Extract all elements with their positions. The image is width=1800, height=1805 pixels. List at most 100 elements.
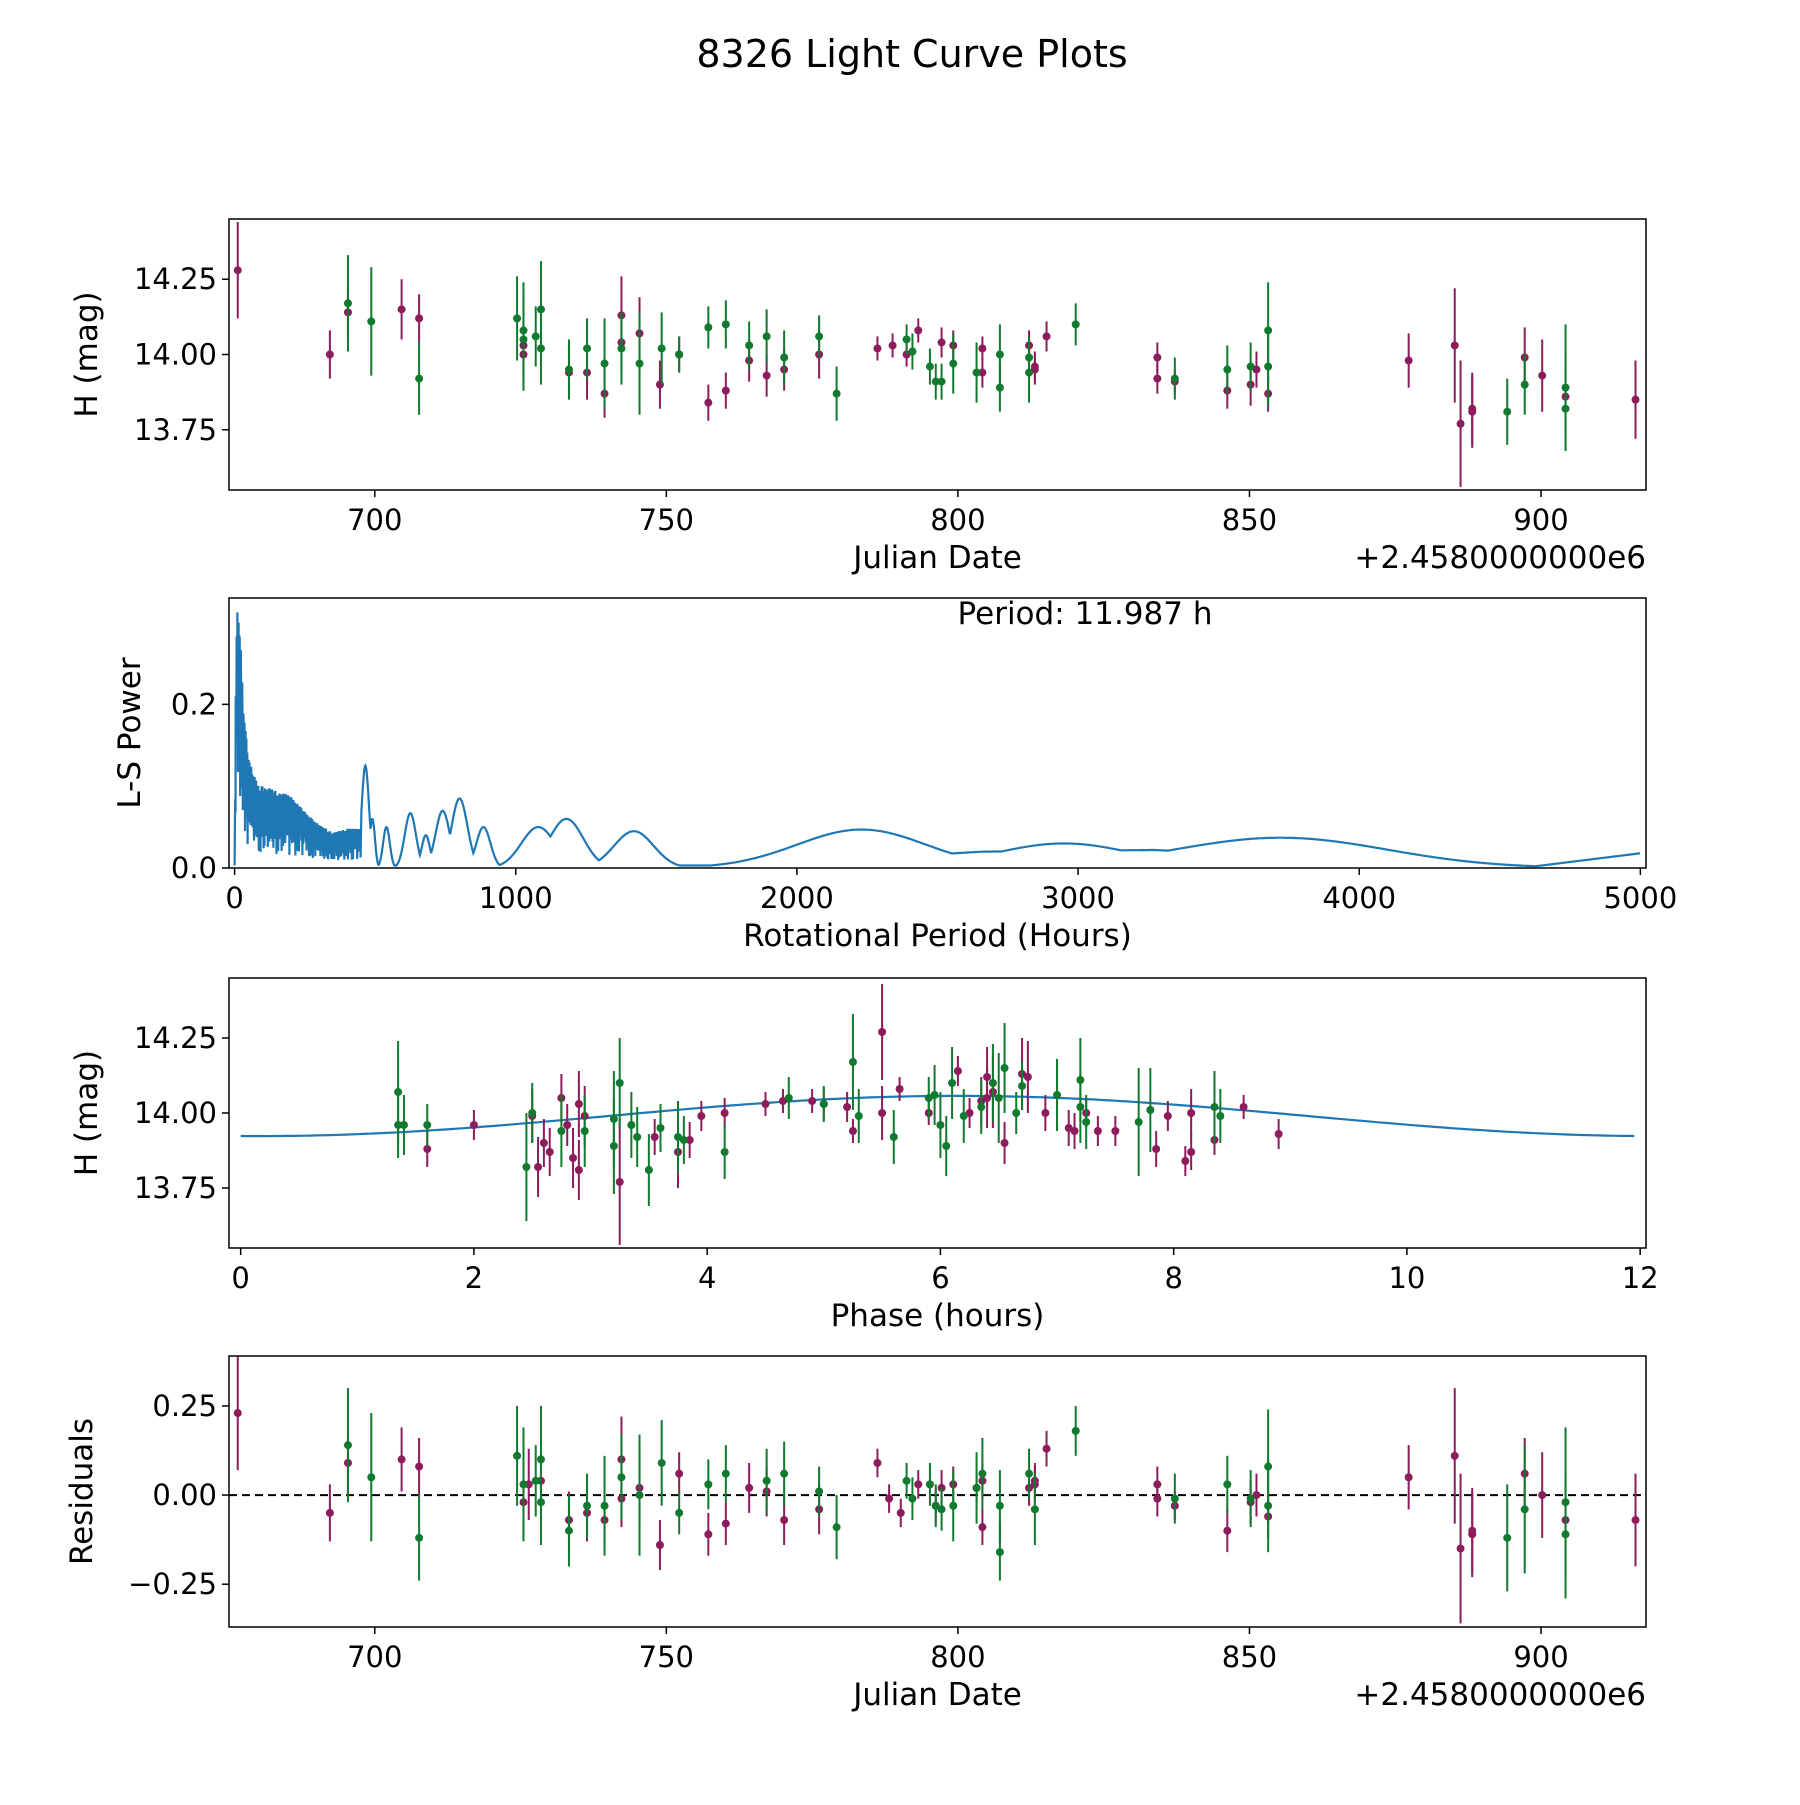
data-point	[1170, 1494, 1179, 1503]
data-point	[1071, 320, 1080, 329]
series-series-b	[394, 1014, 1225, 1221]
data-point	[617, 1473, 626, 1482]
axes-frame	[228, 1355, 1647, 1628]
data-point	[832, 1523, 841, 1532]
data-point	[1163, 1112, 1172, 1120]
data-point	[1223, 1480, 1232, 1489]
data-point	[995, 350, 1004, 359]
data-point	[930, 1091, 939, 1099]
data-point	[1170, 374, 1179, 383]
data-point	[1210, 1103, 1219, 1111]
data-point	[721, 1519, 730, 1528]
data-point	[832, 389, 841, 398]
x-axis-label: Julian Date	[851, 1677, 1022, 1713]
data-point	[721, 1469, 730, 1478]
data-point	[635, 359, 644, 368]
data-point	[1538, 1491, 1547, 1500]
series-series-b	[343, 1388, 1570, 1599]
data-point	[1216, 1112, 1225, 1120]
data-point	[1520, 380, 1529, 389]
data-point	[896, 1508, 905, 1517]
data-point	[995, 1548, 1004, 1557]
x-axis-label: Rotational Period (Hours)	[743, 918, 1132, 954]
data-point	[931, 1501, 940, 1510]
data-point	[937, 338, 946, 347]
data-point	[1468, 407, 1477, 416]
data-point	[1274, 1130, 1283, 1138]
data-point	[609, 1115, 618, 1123]
y-tick-label: 14.00	[134, 338, 217, 372]
data-point	[519, 335, 528, 344]
data-point	[908, 1494, 917, 1503]
data-point	[394, 1088, 403, 1096]
data-point	[1450, 1451, 1459, 1460]
data-point	[988, 1079, 997, 1087]
x-tick-label: 12	[1622, 1261, 1659, 1295]
data-point	[583, 344, 592, 353]
data-point	[423, 1121, 432, 1129]
data-point	[762, 371, 771, 380]
data-point	[978, 1523, 987, 1532]
x-axis-label: Julian Date	[851, 540, 1022, 576]
data-point	[615, 1079, 624, 1087]
data-point	[522, 1163, 531, 1171]
data-point	[233, 1409, 242, 1418]
data-point	[1631, 395, 1640, 404]
y-tick-label: −0.25	[128, 1567, 217, 1601]
data-point	[1153, 353, 1162, 362]
periodogram-line	[233, 612, 1641, 868]
data-point	[415, 374, 424, 383]
data-point	[655, 1540, 664, 1549]
data-point	[1111, 1127, 1120, 1135]
data-point	[1561, 1530, 1570, 1539]
data-point	[925, 362, 934, 371]
data-point	[1023, 1073, 1032, 1081]
data-point	[415, 1533, 424, 1542]
data-point	[720, 1109, 729, 1117]
data-point	[925, 1480, 934, 1489]
data-point	[1187, 1148, 1196, 1156]
data-point	[1071, 1426, 1080, 1435]
data-point	[854, 1112, 863, 1120]
data-point	[697, 1112, 706, 1120]
data-point	[233, 266, 242, 275]
x-tick-label: 850	[1222, 503, 1277, 537]
data-point	[1404, 356, 1413, 365]
data-point	[675, 1469, 684, 1478]
data-point	[656, 1124, 665, 1132]
data-point	[685, 1136, 694, 1144]
data-point	[675, 350, 684, 359]
figure-title: 8326 Light Curve Plots	[696, 32, 1127, 76]
data-point	[704, 323, 713, 332]
data-point	[745, 341, 754, 350]
data-point	[574, 1100, 583, 1108]
data-point	[635, 1491, 644, 1500]
data-point	[908, 347, 917, 356]
data-point	[819, 1100, 828, 1108]
axes-frame	[228, 218, 1647, 491]
data-point	[679, 1136, 688, 1144]
data-point	[1450, 341, 1459, 350]
data-point	[1223, 1526, 1232, 1535]
data-point	[650, 1133, 659, 1141]
data-point	[815, 332, 824, 341]
x-axis-label: Phase (hours)	[831, 1298, 1045, 1334]
data-point	[536, 1498, 545, 1507]
data-point	[942, 1142, 951, 1150]
data-point	[780, 1469, 789, 1478]
data-point	[1456, 1544, 1465, 1553]
data-point	[415, 1462, 424, 1471]
data-point	[972, 1483, 981, 1492]
x-tick-label: 4000	[1322, 881, 1396, 915]
data-point	[1053, 1091, 1062, 1099]
data-point	[536, 305, 545, 314]
data-point	[704, 398, 713, 407]
data-point	[519, 1480, 528, 1489]
y-tick-label: 13.75	[134, 1171, 217, 1205]
data-point	[878, 1028, 887, 1036]
data-point	[600, 1501, 609, 1510]
y-tick-label: 14.25	[134, 262, 217, 296]
x-tick-label: 0	[231, 1261, 249, 1295]
data-point	[531, 332, 540, 341]
